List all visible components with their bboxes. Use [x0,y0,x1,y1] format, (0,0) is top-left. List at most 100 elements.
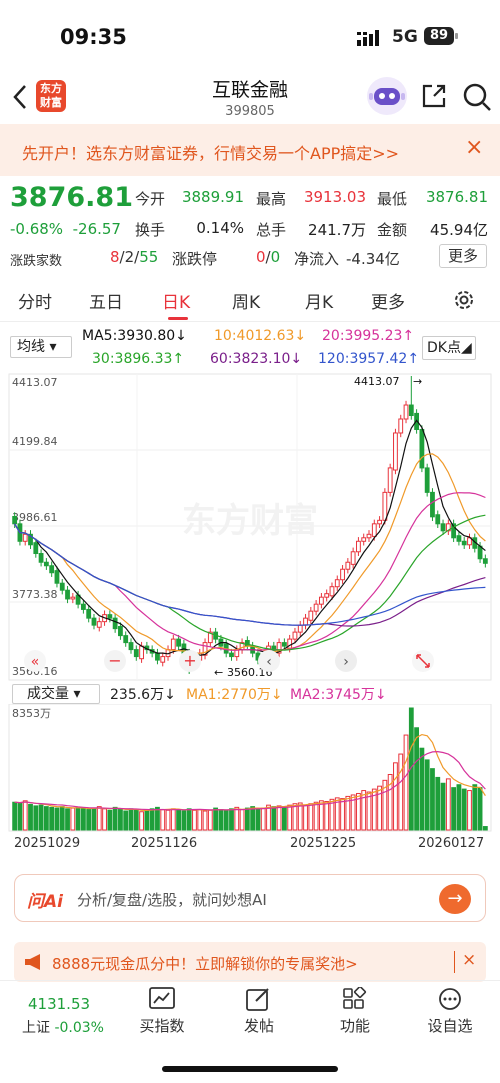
volume-bar [107,809,113,831]
volume-bar [424,759,430,831]
volume-bar [70,807,76,831]
grid-icon [343,985,367,1009]
close-icon[interactable]: × [465,135,484,160]
search-icon[interactable] [462,82,492,112]
volume-bar [170,808,176,831]
candle [86,608,92,619]
promo-text[interactable]: 8888元现金瓜分中！立即解锁你的专属奖池> [52,955,358,973]
tab-more[interactable]: 更多 [371,293,405,313]
minus-icon[interactable]: − [104,650,126,672]
y-tick-label: 4199.84 [12,435,58,448]
volume-bar [192,809,197,831]
volume-bar [318,800,324,831]
chart-icon [149,987,175,1009]
more-button[interactable]: 更多 [439,244,487,268]
volume-bar [133,809,139,831]
volume-bar [260,807,266,831]
volume-bar [361,790,367,831]
candle [59,582,65,591]
ai-placeholder[interactable]: 分析/复盘/选股，就问妙想AI [77,891,267,909]
volume-bar [255,808,261,831]
nav-post[interactable]: 发帖 [229,987,289,1036]
volume-bar [250,806,256,831]
candle [155,652,160,661]
ma10-value: 10:4012.63↓ [214,328,307,344]
candle [49,565,55,574]
ai-search-bar[interactable]: 问Ai 分析/复盘/选股，就问妙想AI → [14,874,486,922]
assistant-avatar-icon[interactable] [367,77,407,115]
tab-daily-k[interactable]: 日K [162,293,191,313]
volume-bar [440,782,446,831]
tab-intraday[interactable]: 分时 [18,293,52,313]
candle [356,540,361,553]
volume-bar [334,797,340,831]
nav-index-quote[interactable]: 4131.53 上证 -0.03% [22,995,104,1036]
zoom-out-icon[interactable]: « [24,650,46,672]
ma-selector[interactable]: 均线 ▾ [10,336,72,358]
volume-bar [403,734,409,831]
candle [118,626,123,637]
quote-panel: 3876.81 -0.68% -26.57 今开 3889.91 最高 3913… [0,176,500,272]
volume-chart[interactable]: 8353万 [0,704,500,832]
tab-five-day[interactable]: 五日 [89,293,123,313]
date-label: 20251029 [14,836,81,851]
nav-set-watchlist[interactable]: 设自选 [420,987,480,1036]
dk-selector[interactable]: DK点◢ [422,336,476,360]
volume-bar [128,808,134,831]
amount-value: 45.94亿 [430,221,488,239]
volume-bar [91,807,97,831]
volume-bar [181,810,187,831]
share-icon[interactable] [420,82,448,110]
volume-bar [139,811,144,831]
kline-chart[interactable]: 东方财富 4413.07 4199.84 3986.61 3773.38 356… [0,372,500,682]
promo-banner[interactable]: 8888元现金瓜分中！立即解锁你的专属奖池> × [14,942,486,982]
candle [292,631,298,640]
ma10-line [14,453,486,655]
volume-bar [75,806,81,831]
volume-selector[interactable]: 成交量 ▾ [12,684,100,704]
prev-icon[interactable]: ‹ [258,650,280,672]
volume-bar [65,808,70,831]
volume-bar [408,707,414,831]
volume-bar [308,803,314,831]
candle [430,491,435,518]
volume-bar [271,806,277,831]
volume-bar [239,809,245,831]
svg-text:›: › [343,654,349,670]
tab-monthly-k[interactable]: 月K [305,293,334,313]
candle [202,642,208,656]
nav-functions[interactable]: 功能 [325,985,385,1036]
volume-bar [371,788,377,831]
candle [387,467,393,493]
next-icon[interactable]: › [335,650,357,672]
candle [482,558,488,564]
volume-ma-lines [14,733,486,812]
close-icon[interactable]: × [462,950,477,970]
nav-buy-index[interactable]: 买指数 [132,987,192,1036]
ma-legend: 均线 ▾ MA5:3930.80↓ 10:4012.63↓ 20:3995.23… [0,322,500,372]
back-icon[interactable] [10,82,30,112]
banner-text[interactable]: 先开户！选东方财富证券，行情交易一个APP搞定>> [22,144,400,163]
volume-bar [102,808,107,831]
arrow-right-icon[interactable]: → [439,884,471,914]
volume-bar [276,805,282,831]
volume-bar [287,804,293,831]
volume-bar [387,773,393,831]
y-tick-label: 3773.38 [12,588,58,601]
candle [371,523,377,537]
candle [329,586,335,597]
volume-bar [297,802,303,831]
gear-icon[interactable] [452,288,476,312]
volume-bar [382,779,388,831]
candle [43,561,49,567]
volume-bar [340,798,345,831]
volume-max-label: 8353万 [12,707,51,720]
plus-icon[interactable]: + [179,650,201,672]
open-value: 3889.91 [181,188,244,206]
account-banner[interactable]: 先开户！选东方财富证券，行情交易一个APP搞定>> × [0,124,500,176]
fullscreen-icon[interactable] [412,650,434,672]
period-tabs: 分时 五日 日K 周K 月K 更多 [0,278,500,322]
tab-weekly-k[interactable]: 周K [232,293,261,313]
volume-bar [213,807,219,831]
volume-bar [165,809,171,831]
